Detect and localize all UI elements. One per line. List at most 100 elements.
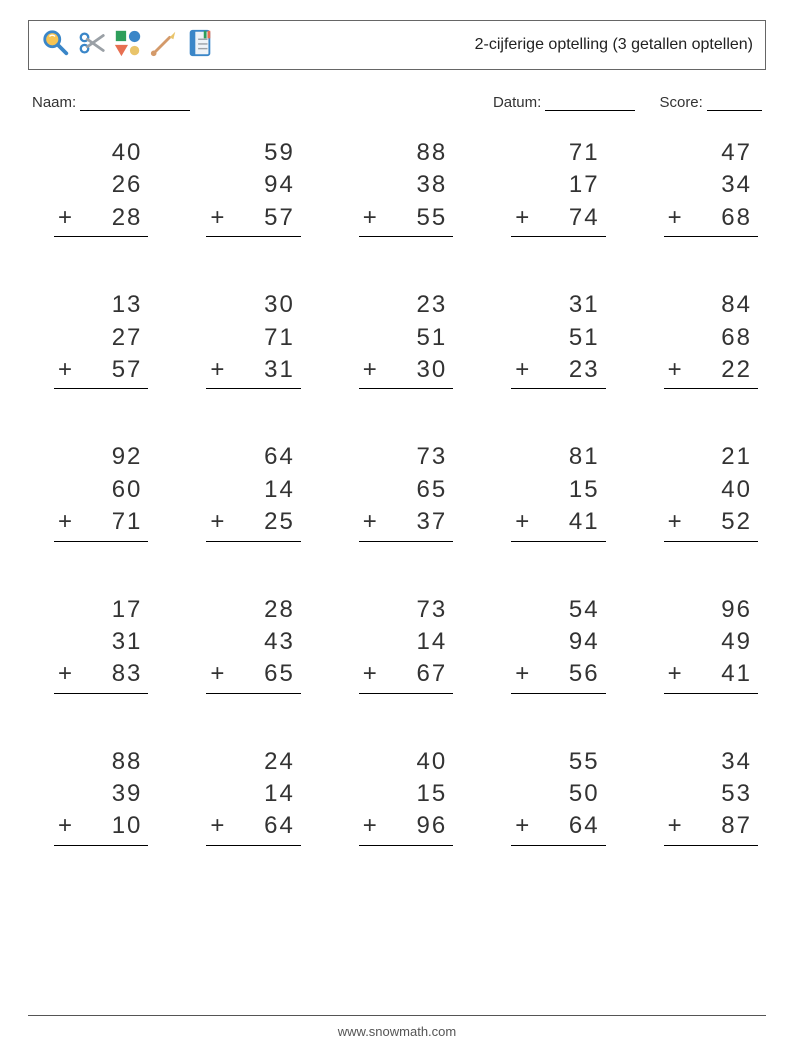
addend-3: 22 — [721, 354, 752, 386]
problem: 7314+67 — [341, 594, 453, 694]
addend-1: 96 — [646, 594, 758, 626]
problem: 2843+65 — [188, 594, 300, 694]
operator: + — [210, 202, 226, 234]
magnifier-icon — [41, 28, 71, 63]
addend-1: 88 — [36, 746, 148, 778]
operator: + — [515, 354, 531, 386]
addend-1: 84 — [646, 289, 758, 321]
addend-3: 41 — [721, 658, 752, 690]
sum-rule — [206, 845, 300, 846]
sum-rule — [664, 388, 758, 389]
addend-1: 13 — [36, 289, 148, 321]
operator: + — [668, 658, 684, 690]
addend-1: 59 — [188, 137, 300, 169]
sum-rule — [359, 693, 453, 694]
addend-3: 31 — [264, 354, 295, 386]
problem: 6414+25 — [188, 441, 300, 541]
addend-3-line: +23 — [493, 354, 605, 386]
addend-2: 14 — [188, 474, 300, 506]
addend-1: 24 — [188, 746, 300, 778]
addend-3: 37 — [416, 506, 447, 538]
score-blank[interactable] — [707, 95, 762, 111]
addend-3: 71 — [112, 506, 143, 538]
operator: + — [668, 810, 684, 842]
addend-1: 64 — [188, 441, 300, 473]
addend-2: 65 — [341, 474, 453, 506]
operator: + — [363, 658, 379, 690]
problem: 5994+57 — [188, 137, 300, 237]
addend-3: 68 — [721, 202, 752, 234]
addend-2: 39 — [36, 778, 148, 810]
scissors-icon — [77, 28, 107, 63]
addend-2: 51 — [341, 322, 453, 354]
name-label: Naam: — [32, 94, 76, 111]
addend-3: 87 — [721, 810, 752, 842]
addend-3-line: +65 — [188, 658, 300, 690]
problem: 5494+56 — [493, 594, 605, 694]
addend-2: 94 — [493, 626, 605, 658]
addend-3-line: +52 — [646, 506, 758, 538]
info-row: Naam: Datum: Score: — [32, 94, 762, 111]
sum-rule — [359, 236, 453, 237]
addend-2: 60 — [36, 474, 148, 506]
addend-2: 17 — [493, 169, 605, 201]
operator: + — [58, 658, 74, 690]
addend-1: 88 — [341, 137, 453, 169]
operator: + — [668, 202, 684, 234]
addend-3: 56 — [569, 658, 600, 690]
sum-rule — [54, 541, 148, 542]
name-blank[interactable] — [80, 95, 190, 111]
addend-2: 38 — [341, 169, 453, 201]
operator: + — [363, 354, 379, 386]
addend-2: 94 — [188, 169, 300, 201]
shapes-icon — [113, 28, 143, 63]
addend-3-line: +41 — [646, 658, 758, 690]
addend-2: 34 — [646, 169, 758, 201]
sum-rule — [359, 388, 453, 389]
sum-rule — [511, 541, 605, 542]
problem: 2140+52 — [646, 441, 758, 541]
addend-3-line: +31 — [188, 354, 300, 386]
operator: + — [58, 354, 74, 386]
addend-2: 40 — [646, 474, 758, 506]
worksheet-page: 2-cijferige optelling (3 getallen optell… — [0, 0, 794, 1053]
operator: + — [515, 810, 531, 842]
addend-3-line: +22 — [646, 354, 758, 386]
addend-2: 51 — [493, 322, 605, 354]
operator: + — [58, 506, 74, 538]
problem: 3071+31 — [188, 289, 300, 389]
addend-3-line: +64 — [188, 810, 300, 842]
sum-rule — [206, 388, 300, 389]
addend-3-line: +10 — [36, 810, 148, 842]
addend-2: 71 — [188, 322, 300, 354]
date-blank[interactable] — [545, 95, 635, 111]
addend-2: 14 — [341, 626, 453, 658]
problem: 9260+71 — [36, 441, 148, 541]
footer: www.snowmath.com — [28, 1015, 766, 1039]
sum-rule — [664, 693, 758, 694]
problem: 4026+28 — [36, 137, 148, 237]
addend-3-line: +30 — [341, 354, 453, 386]
worksheet-title: 2-cijferige optelling (3 getallen optell… — [475, 36, 753, 54]
addend-3: 64 — [569, 810, 600, 842]
sum-rule — [511, 845, 605, 846]
problem: 2351+30 — [341, 289, 453, 389]
operator: + — [210, 810, 226, 842]
addend-1: 73 — [341, 594, 453, 626]
addend-3: 57 — [264, 202, 295, 234]
addend-2: 15 — [493, 474, 605, 506]
operator: + — [210, 354, 226, 386]
addend-3-line: +83 — [36, 658, 148, 690]
problem: 1327+57 — [36, 289, 148, 389]
addend-1: 31 — [493, 289, 605, 321]
addend-3-line: +87 — [646, 810, 758, 842]
addend-3-line: +56 — [493, 658, 605, 690]
addend-2: 27 — [36, 322, 148, 354]
problem: 4015+96 — [341, 746, 453, 846]
problem: 2414+64 — [188, 746, 300, 846]
sum-rule — [54, 693, 148, 694]
addend-3-line: +74 — [493, 202, 605, 234]
addend-3: 74 — [569, 202, 600, 234]
sum-rule — [511, 693, 605, 694]
operator: + — [58, 810, 74, 842]
